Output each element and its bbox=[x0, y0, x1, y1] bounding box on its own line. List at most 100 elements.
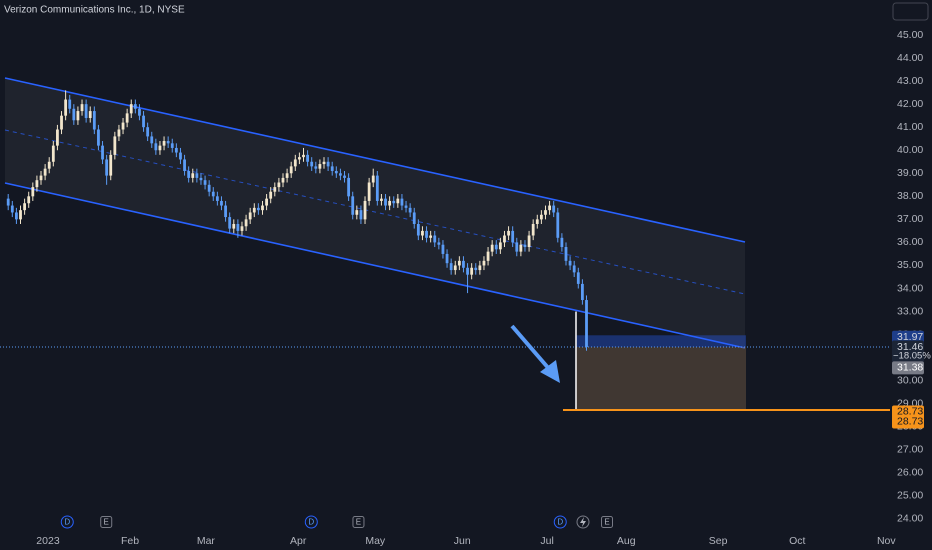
event-icon bbox=[601, 516, 614, 528]
candle-body bbox=[232, 223, 236, 229]
candle-body bbox=[236, 223, 240, 231]
event-label: D bbox=[557, 518, 563, 527]
candle-body bbox=[269, 191, 273, 199]
candle-body bbox=[523, 244, 527, 248]
menu-button[interactable] bbox=[892, 2, 929, 21]
candle-body bbox=[359, 210, 363, 220]
candle-body bbox=[113, 136, 117, 155]
candle-body bbox=[97, 129, 100, 146]
y-tick-label: 45.00 bbox=[897, 29, 923, 41]
candle-body bbox=[416, 223, 420, 236]
candle-body bbox=[170, 143, 174, 148]
event-icon bbox=[352, 516, 365, 528]
candle-body bbox=[277, 182, 281, 188]
candle-body bbox=[56, 129, 59, 146]
candle-body bbox=[339, 173, 342, 176]
target-label: 28.73 bbox=[897, 406, 923, 418]
candle-body bbox=[64, 99, 68, 116]
candle-body bbox=[580, 283, 584, 301]
candle-body bbox=[109, 154, 113, 176]
candle-body bbox=[363, 200, 367, 220]
entry-label: 31.38 bbox=[897, 362, 923, 374]
candle-body bbox=[240, 226, 244, 231]
candle-body bbox=[527, 235, 531, 248]
candle-body bbox=[162, 141, 166, 146]
y-tick-label: 42.00 bbox=[897, 98, 923, 110]
y-tick-label: 35.00 bbox=[897, 259, 923, 271]
candle-body bbox=[15, 212, 18, 220]
x-tick-label: Mar bbox=[197, 535, 216, 547]
position-reward bbox=[576, 347, 746, 410]
candle-body bbox=[425, 230, 428, 238]
candle-body bbox=[568, 260, 572, 266]
candle-body bbox=[265, 198, 268, 206]
y-tick-label: 38.00 bbox=[897, 190, 923, 202]
lightning-icon bbox=[576, 515, 590, 529]
event-icon bbox=[553, 515, 567, 529]
candle-body bbox=[261, 205, 264, 211]
candle-body bbox=[306, 154, 310, 162]
candle-body bbox=[539, 214, 543, 220]
y-tick-label: 43.00 bbox=[897, 75, 923, 87]
candle-body bbox=[531, 223, 535, 236]
channel-fill bbox=[5, 78, 745, 348]
candle-body bbox=[437, 242, 441, 245]
candle-body bbox=[248, 212, 252, 220]
y-tick-label: 27.00 bbox=[897, 444, 923, 456]
y-tick-label: 30.00 bbox=[897, 374, 923, 386]
candle-body bbox=[412, 212, 416, 224]
y-tick-label: 33.00 bbox=[897, 305, 923, 317]
candle-body bbox=[60, 115, 63, 130]
event-icon bbox=[304, 515, 318, 529]
candle-body bbox=[457, 260, 461, 266]
candle-body bbox=[293, 159, 297, 167]
event-label: D bbox=[308, 518, 314, 527]
candle-body bbox=[507, 230, 510, 236]
y-tick-label: 25.00 bbox=[897, 490, 923, 502]
y-tick-label: 24.00 bbox=[897, 513, 923, 525]
candle-body bbox=[285, 173, 289, 178]
candle-body bbox=[330, 166, 334, 171]
x-tick-label: Jun bbox=[454, 535, 471, 547]
y-tick-label: 26.00 bbox=[897, 467, 923, 479]
candle-body bbox=[281, 177, 285, 183]
candle-body bbox=[174, 147, 178, 153]
x-tick-label: Sep bbox=[709, 535, 728, 547]
candle-body bbox=[384, 198, 387, 206]
candle-body bbox=[302, 154, 305, 158]
candle-body bbox=[326, 161, 330, 167]
last-label-box bbox=[892, 340, 924, 363]
candle-body bbox=[429, 235, 433, 238]
candle-body bbox=[519, 244, 523, 252]
x-tick-label: Apr bbox=[290, 535, 307, 547]
candle-body bbox=[31, 187, 35, 197]
candle-body bbox=[47, 161, 51, 169]
candle-body bbox=[511, 230, 515, 243]
candle-body bbox=[371, 175, 375, 183]
candle-body bbox=[334, 170, 338, 174]
candle-body bbox=[548, 205, 551, 211]
candle-body bbox=[133, 104, 137, 109]
candle-body bbox=[154, 143, 158, 151]
candle-body bbox=[256, 207, 260, 211]
candle-body bbox=[396, 198, 400, 204]
candle-body bbox=[51, 145, 55, 162]
candle-body bbox=[92, 111, 96, 130]
event-icon bbox=[576, 515, 590, 529]
candle-body bbox=[101, 145, 104, 160]
x-tick-label: Nov bbox=[877, 535, 896, 547]
candle-body bbox=[470, 267, 474, 275]
candle-body bbox=[392, 200, 396, 204]
channel-lower bbox=[4, 182, 746, 349]
candle-body bbox=[367, 182, 371, 201]
arrow bbox=[510, 324, 552, 372]
candle-body bbox=[556, 212, 560, 238]
candle-body bbox=[207, 184, 211, 192]
candle-body bbox=[453, 265, 457, 271]
candle-body bbox=[215, 196, 219, 201]
candle-body bbox=[211, 191, 215, 197]
candle-body bbox=[88, 111, 92, 118]
candle-body bbox=[486, 251, 490, 261]
candle-body bbox=[23, 203, 27, 211]
